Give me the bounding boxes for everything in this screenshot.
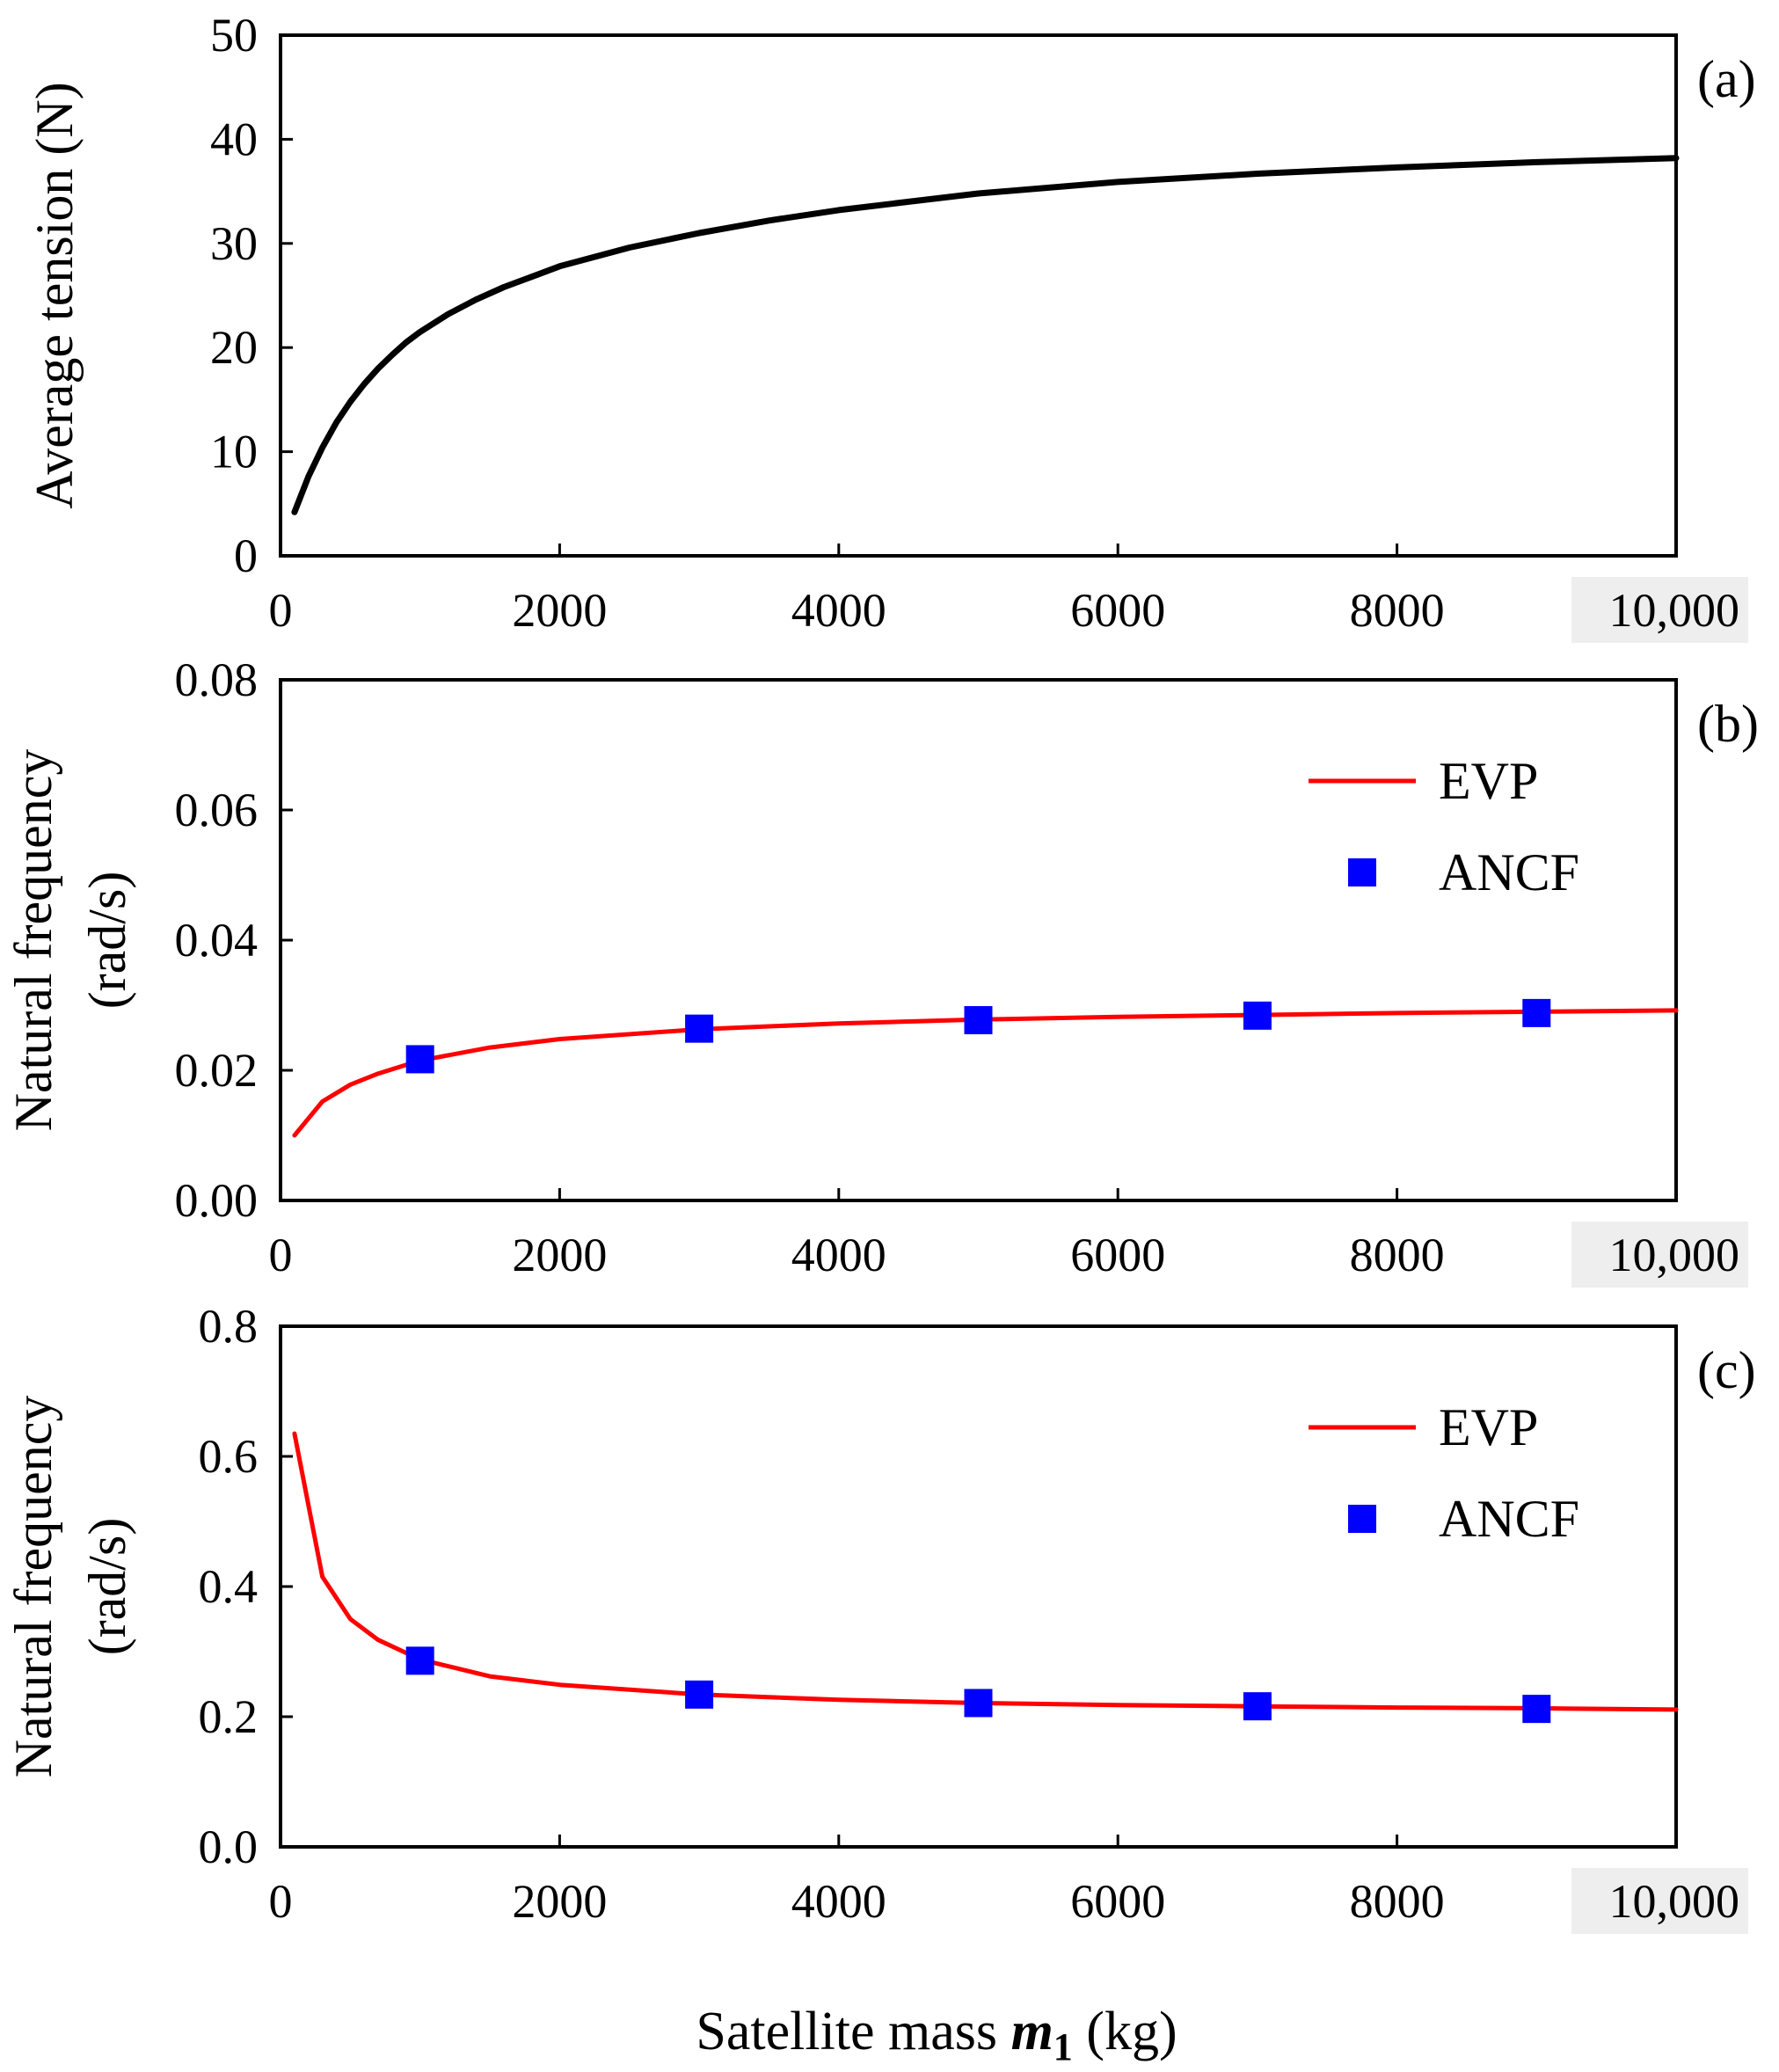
panel-c-ancf-marker <box>685 1680 714 1709</box>
panel-b-y-axis-title-line-2: (rad/s) <box>78 872 136 1010</box>
panel-c-y-tick-label: 0.0 <box>199 1820 259 1873</box>
panel-b: 0 2000 4000 6000 8000 10,000 0.00 0.02 0.04 0.06 0… <box>4 653 1759 1288</box>
panel-a: 0 2000 4000 6000 8000 10,000 0 10 20 30 40 50 Averag… <box>26 9 1756 643</box>
panel-c-ancf-marker <box>1243 1692 1272 1721</box>
panel-c-y-tick-label: 0.8 <box>199 1300 259 1353</box>
panel-c-ancf-marker <box>964 1689 993 1718</box>
panel-c-x-tick-label: 2000 <box>512 1875 607 1928</box>
panel-b-ancf-marker <box>1522 998 1551 1027</box>
panel-a-x-tick-highlight <box>1571 577 1748 643</box>
panel-b-ancf-marker <box>685 1014 714 1043</box>
panel-a-y-tick-label: 10 <box>210 426 258 478</box>
panel-c-y-tick-label: 0.6 <box>199 1430 259 1483</box>
panel-c-label: (c) <box>1697 1341 1756 1399</box>
panel-a-y-tick-label: 50 <box>210 9 258 62</box>
panel-c-y-axis-title-line-2: (rad/s) <box>78 1518 136 1656</box>
panel-a-x-tick-label: 6000 <box>1070 584 1165 637</box>
panel-c-y-axis-title-line-1: Natural frequency <box>4 1396 62 1778</box>
panel-b-x-tick-label: 6000 <box>1070 1229 1165 1281</box>
panel-b-y-tick-label: 0.08 <box>175 653 259 706</box>
panel-c: 0 2000 4000 6000 8000 10,000 0.0 0.2 0.4 0.6 0.8 Na… <box>4 1300 1756 1934</box>
panel-c-y-tick-label: 0.4 <box>199 1560 259 1613</box>
panel-a-x-tick-label: 2000 <box>512 584 607 637</box>
legend-evp-label: EVP <box>1439 1398 1538 1456</box>
panel-b-x-tick-label: 10,000 <box>1609 1229 1740 1281</box>
panel-c-ancf-marker <box>405 1646 434 1675</box>
panel-b-ancf-marker <box>1243 1001 1272 1030</box>
x-axis-title-symbol: m <box>1011 2002 1054 2061</box>
panel-b-y-tick-label: 0.00 <box>175 1174 259 1227</box>
panel-b-legend: EVP ANCF <box>1309 752 1579 901</box>
panel-b-x-tick-label: 0 <box>269 1229 293 1281</box>
panel-c-y-tick-label: 0.2 <box>199 1690 259 1743</box>
panel-a-label: (a) <box>1697 50 1756 108</box>
panel-c-ancf-marker <box>1522 1695 1551 1724</box>
panel-b-x-tick-label: 2000 <box>512 1229 607 1281</box>
panel-c-x-tick-label: 0 <box>269 1875 293 1928</box>
legend-ancf-label: ANCF <box>1439 843 1579 901</box>
legend-ancf-swatch <box>1348 1505 1376 1533</box>
panel-a-x-tick-label: 8000 <box>1350 584 1445 637</box>
panel-a-x-tick-label: 10,000 <box>1609 584 1740 637</box>
panel-a-frame <box>279 33 1678 558</box>
panel-a-y-tick-label: 0 <box>234 529 258 582</box>
panel-b-label: (b) <box>1697 695 1759 753</box>
panel-a-y-axis-title: Average tension (N) <box>26 82 84 508</box>
panel-c-x-tick-label: 6000 <box>1070 1875 1165 1928</box>
panel-b-ancf-marker <box>964 1006 993 1035</box>
panel-c-x-tick-label: 4000 <box>791 1875 886 1928</box>
panel-b-ancf-marker <box>405 1045 434 1074</box>
panels: 0 2000 4000 6000 8000 10,000 0 10 20 30 40 50 Averag… <box>4 9 1759 1934</box>
legend-evp-label: EVP <box>1439 752 1538 810</box>
panel-a-x-tick-label: 4000 <box>791 584 886 637</box>
x-axis-title: Satellite mass m1 (kg) <box>696 2002 1177 2068</box>
panel-c-series-evp-line <box>292 1431 1679 1712</box>
panel-b-y-tick-label: 0.02 <box>175 1044 259 1097</box>
x-axis-title-suffix: (kg) <box>1073 2002 1177 2061</box>
panel-c-legend: EVP ANCF <box>1309 1398 1579 1548</box>
panel-a-y-tick-label: 30 <box>210 217 258 270</box>
panel-b-y-tick-label: 0.04 <box>175 914 259 967</box>
panel-b-x-tick-label: 8000 <box>1350 1229 1445 1281</box>
panel-a-y-tick-label: 40 <box>210 113 258 165</box>
panel-b-y-tick-label: 0.06 <box>175 784 259 836</box>
panel-b-x-tick-label: 4000 <box>791 1229 886 1281</box>
panel-a-series-average-tension-line <box>291 155 1680 515</box>
legend-ancf-label: ANCF <box>1439 1490 1579 1548</box>
panel-c-x-tick-label: 10,000 <box>1609 1875 1740 1928</box>
panel-c-x-tick-label: 8000 <box>1350 1875 1445 1928</box>
panel-b-x-tick-highlight <box>1571 1222 1748 1288</box>
panel-b-y-axis-title-line-1: Natural frequency <box>4 749 62 1132</box>
x-axis-title-subscript: 1 <box>1054 2025 1073 2068</box>
panel-a-y-tick-label: 20 <box>210 321 258 374</box>
panel-c-x-tick-highlight <box>1571 1868 1748 1934</box>
panel-a-x-tick-label: 0 <box>269 584 293 637</box>
legend-ancf-swatch <box>1348 858 1376 886</box>
x-axis-title-prefix: Satellite mass <box>696 2002 1010 2061</box>
